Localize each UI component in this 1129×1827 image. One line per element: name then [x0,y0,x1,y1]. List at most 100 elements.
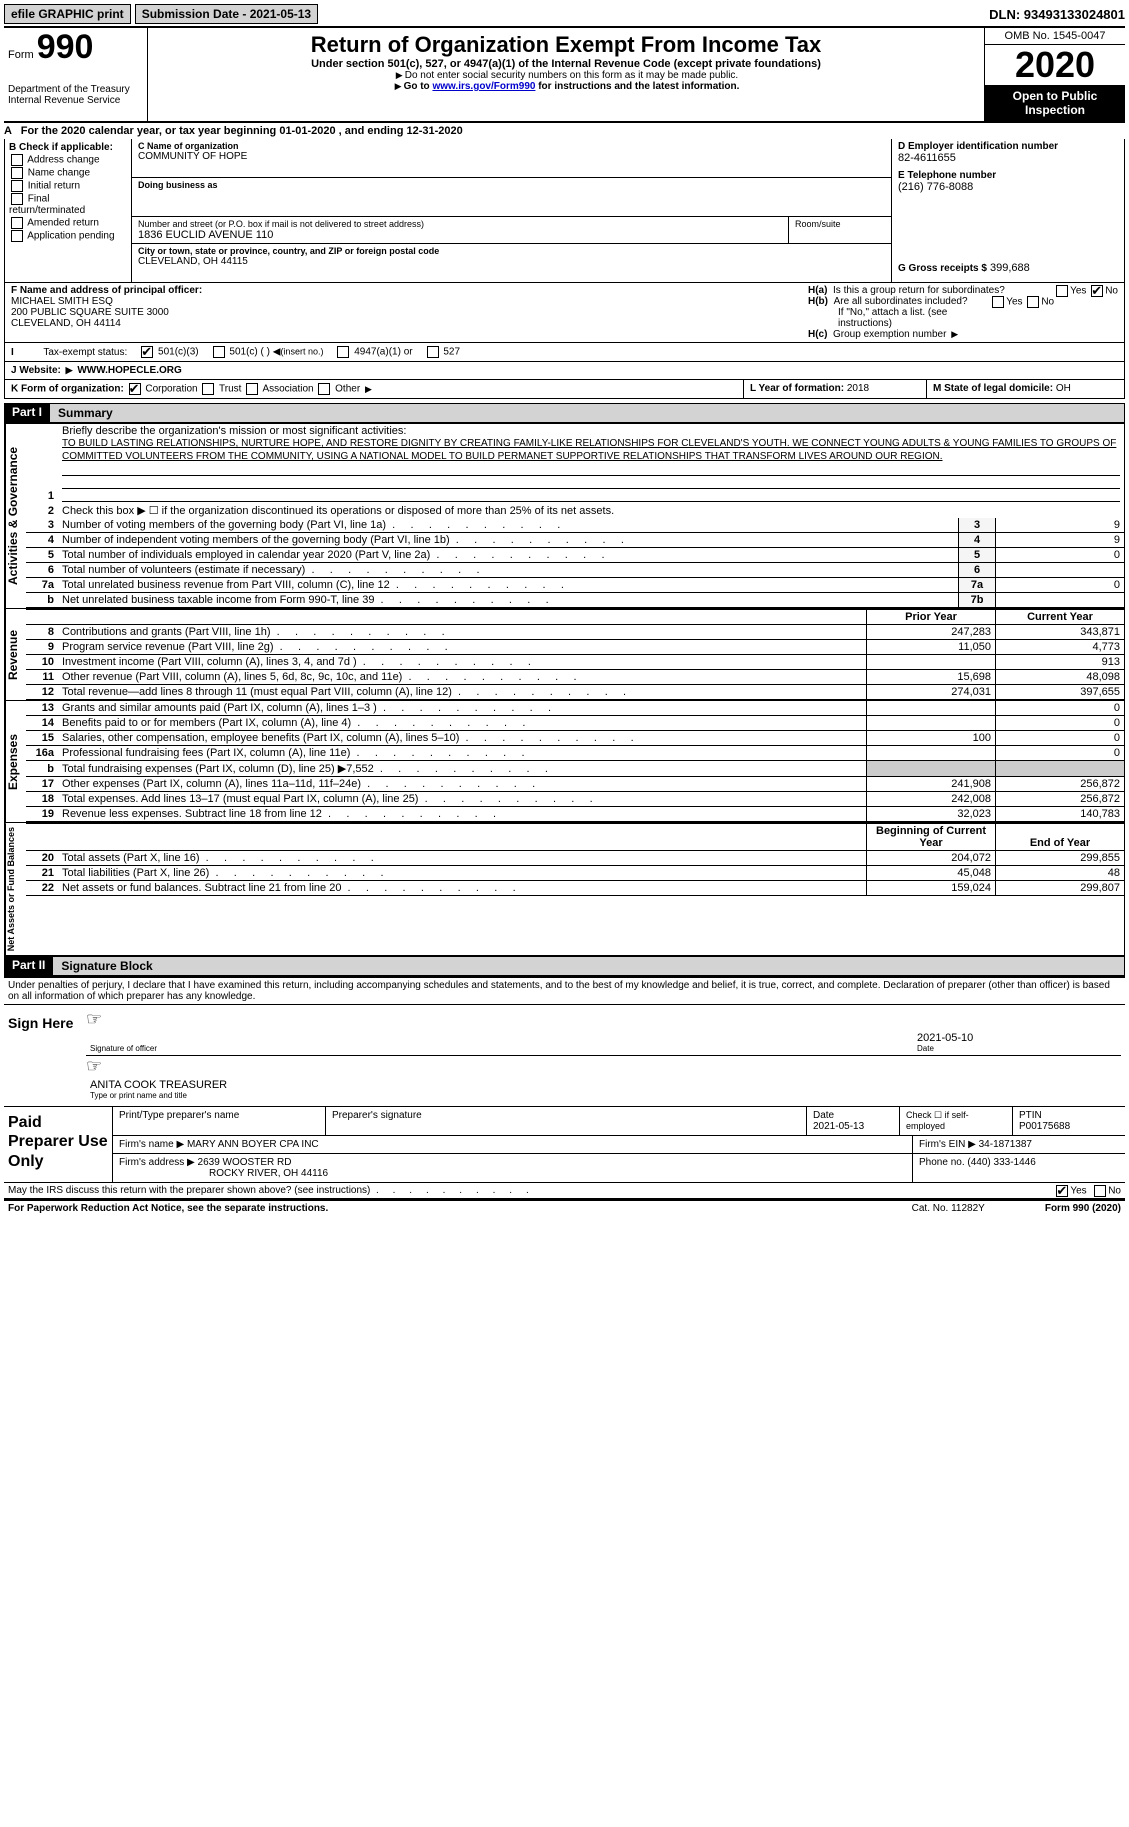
website-link[interactable]: WWW.HOPECLE.ORG [77,365,181,376]
gross-value: 399,688 [990,262,1030,274]
firm-addr1: 2639 WOOSTER RD [198,1157,292,1168]
tax-year: 2020 [985,45,1125,85]
expenses-section: Expenses 13Grants and similar amounts pa… [4,700,1125,822]
hb-yes-cb[interactable] [992,296,1004,308]
amended-cb[interactable] [11,217,23,229]
dln: DLN: 93493133024801 [989,7,1125,22]
501c-cb[interactable] [213,346,225,358]
box-b: B Check if applicable: Address change Na… [5,139,132,282]
prep-name-label: Print/Type preparer's name [113,1107,326,1135]
501c3-cb[interactable] [141,346,153,358]
mission-label: Briefly describe the organization's miss… [62,425,406,437]
ha-label: Is this a group return for subordinates? [833,285,1005,296]
assoc-cb[interactable] [246,383,258,395]
prior-year-hdr: Prior Year [867,610,996,625]
sig-date: 2021-05-10 [917,1032,1117,1044]
governance-side-label: Activities & Governance [5,424,26,608]
expenses-side-label: Expenses [5,701,26,822]
name-title-label: Type or print name and title [90,1091,1117,1100]
self-employed-check[interactable]: Check ☐ if self-employed [900,1107,1013,1135]
period-row: A For the 2020 calendar year, or tax yea… [4,123,1125,139]
netassets-section: Net Assets or Fund Balances Beginning of… [4,822,1125,956]
ein-label: D Employer identification number [898,141,1118,152]
initial-return-cb[interactable] [11,180,23,192]
org-name: COMMUNITY OF HOPE [138,151,885,162]
efile-print-button[interactable]: efile GRAPHIC print [4,4,131,24]
tel-label: E Telephone number [898,170,1118,181]
omb-number: OMB No. 1545-0047 [985,28,1125,45]
tel-value: (216) 776-8088 [898,181,1118,193]
end-year-hdr: End of Year [996,824,1125,851]
sig-officer-label: Signature of officer [90,1044,909,1053]
hb-no-cb[interactable] [1027,296,1039,308]
part1-header: Part I Summary [4,403,1125,424]
sign-here-area: Sign Here ☞ Signature of officer 2021-05… [4,1005,1125,1107]
form-subtitle: Under section 501(c), 527, or 4947(a)(1)… [152,58,980,70]
officer-group-row: F Name and address of principal officer:… [4,283,1125,343]
firm-phone: (440) 333-1446 [967,1157,1035,1168]
cat-no: Cat. No. 11282Y [912,1203,985,1214]
paid-preparer-area: Paid Preparer Use Only Print/Type prepar… [4,1107,1125,1183]
officer-addr2: CLEVELAND, OH 44114 [11,318,121,329]
room-label: Room/suite [795,219,885,229]
website-row: J Website: WWW.HOPECLE.ORG [4,362,1125,380]
mission-text: TO BUILD LASTING RELATIONSHIPS, NURTURE … [62,438,1116,462]
527-cb[interactable] [427,346,439,358]
form-label: Form [8,49,34,61]
governance-section: Activities & Governance 1 Briefly descri… [4,424,1125,608]
revenue-side-label: Revenue [5,609,26,700]
app-pending-cb[interactable] [11,230,23,242]
firm-ein: 34-1871387 [979,1139,1032,1150]
open-inspection: Open to Public Inspection [985,85,1125,121]
netassets-side-label: Net Assets or Fund Balances [5,823,26,955]
form-title: Return of Organization Exempt From Incom… [152,32,980,58]
officer-addr1: 200 PUBLIC SQUARE SUITE 3000 [11,307,169,318]
firm-addr2: ROCKY RIVER, OH 44116 [119,1168,328,1179]
year-formation: 2018 [847,383,869,394]
4947-cb[interactable] [337,346,349,358]
name-change-cb[interactable] [11,167,23,179]
ptin-value: P00175688 [1019,1121,1070,1132]
officer-label: F Name and address of principal officer: [11,285,202,296]
hc-label: Group exemption number [833,329,946,340]
officer-printed-name: ANITA COOK TREASURER [90,1079,1117,1091]
org-form-row: K Form of organization: Corporation Trus… [4,380,1125,399]
date-label: Date [917,1044,1117,1053]
city-value: CLEVELAND, OH 44115 [138,256,885,267]
begin-year-hdr: Beginning of Current Year [867,824,996,851]
ha-yes-cb[interactable] [1056,285,1068,297]
topbar: efile GRAPHIC print Submission Date - 20… [4,4,1125,24]
box-c: C Name of organization COMMUNITY OF HOPE… [132,139,892,282]
revenue-section: Revenue Prior YearCurrent Year 8Contribu… [4,608,1125,700]
curr-year-hdr: Current Year [996,610,1125,625]
domicile: OH [1056,383,1071,394]
goto-link-row: Go to www.irs.gov/Form990 for instructio… [152,81,980,92]
irs-link[interactable]: www.irs.gov/Form990 [432,81,535,92]
final-return-cb[interactable] [11,193,23,205]
form-number: 990 [37,28,94,66]
form-ref: Form 990 (2020) [1045,1203,1121,1214]
hb-label: Are all subordinates included? [834,296,968,307]
ssn-warning: Do not enter social security numbers on … [152,70,980,81]
domicile-label: M State of legal domicile: [933,383,1053,394]
paperwork-notice: For Paperwork Reduction Act Notice, see … [8,1203,328,1214]
prep-sig-label: Preparer's signature [326,1107,807,1135]
box-d: D Employer identification number 82-4611… [892,139,1124,282]
other-cb[interactable] [318,383,330,395]
tax-status-row: I Tax-exempt status: 501(c)(3) 501(c) ( … [4,343,1125,362]
part2-header: Part II Signature Block [4,956,1125,977]
addr-change-cb[interactable] [11,154,23,166]
paid-preparer-label: Paid Preparer Use Only [4,1107,113,1182]
submission-date: Submission Date - 2021-05-13 [135,4,318,24]
discuss-row: May the IRS discuss this return with the… [4,1183,1125,1200]
trust-cb[interactable] [202,383,214,395]
dba-label: Doing business as [138,180,885,190]
corp-cb[interactable] [129,383,141,395]
hb-note: If "No," attach a list. (see instruction… [808,307,1118,329]
footer: For Paperwork Reduction Act Notice, see … [4,1200,1125,1216]
ha-no-cb[interactable] [1091,285,1103,297]
form-header: Form 990 Department of the Treasury Inte… [4,26,1125,123]
discuss-no-cb[interactable] [1094,1185,1106,1197]
discuss-yes-cb[interactable] [1056,1185,1068,1197]
year-formation-label: L Year of formation: [750,383,844,394]
